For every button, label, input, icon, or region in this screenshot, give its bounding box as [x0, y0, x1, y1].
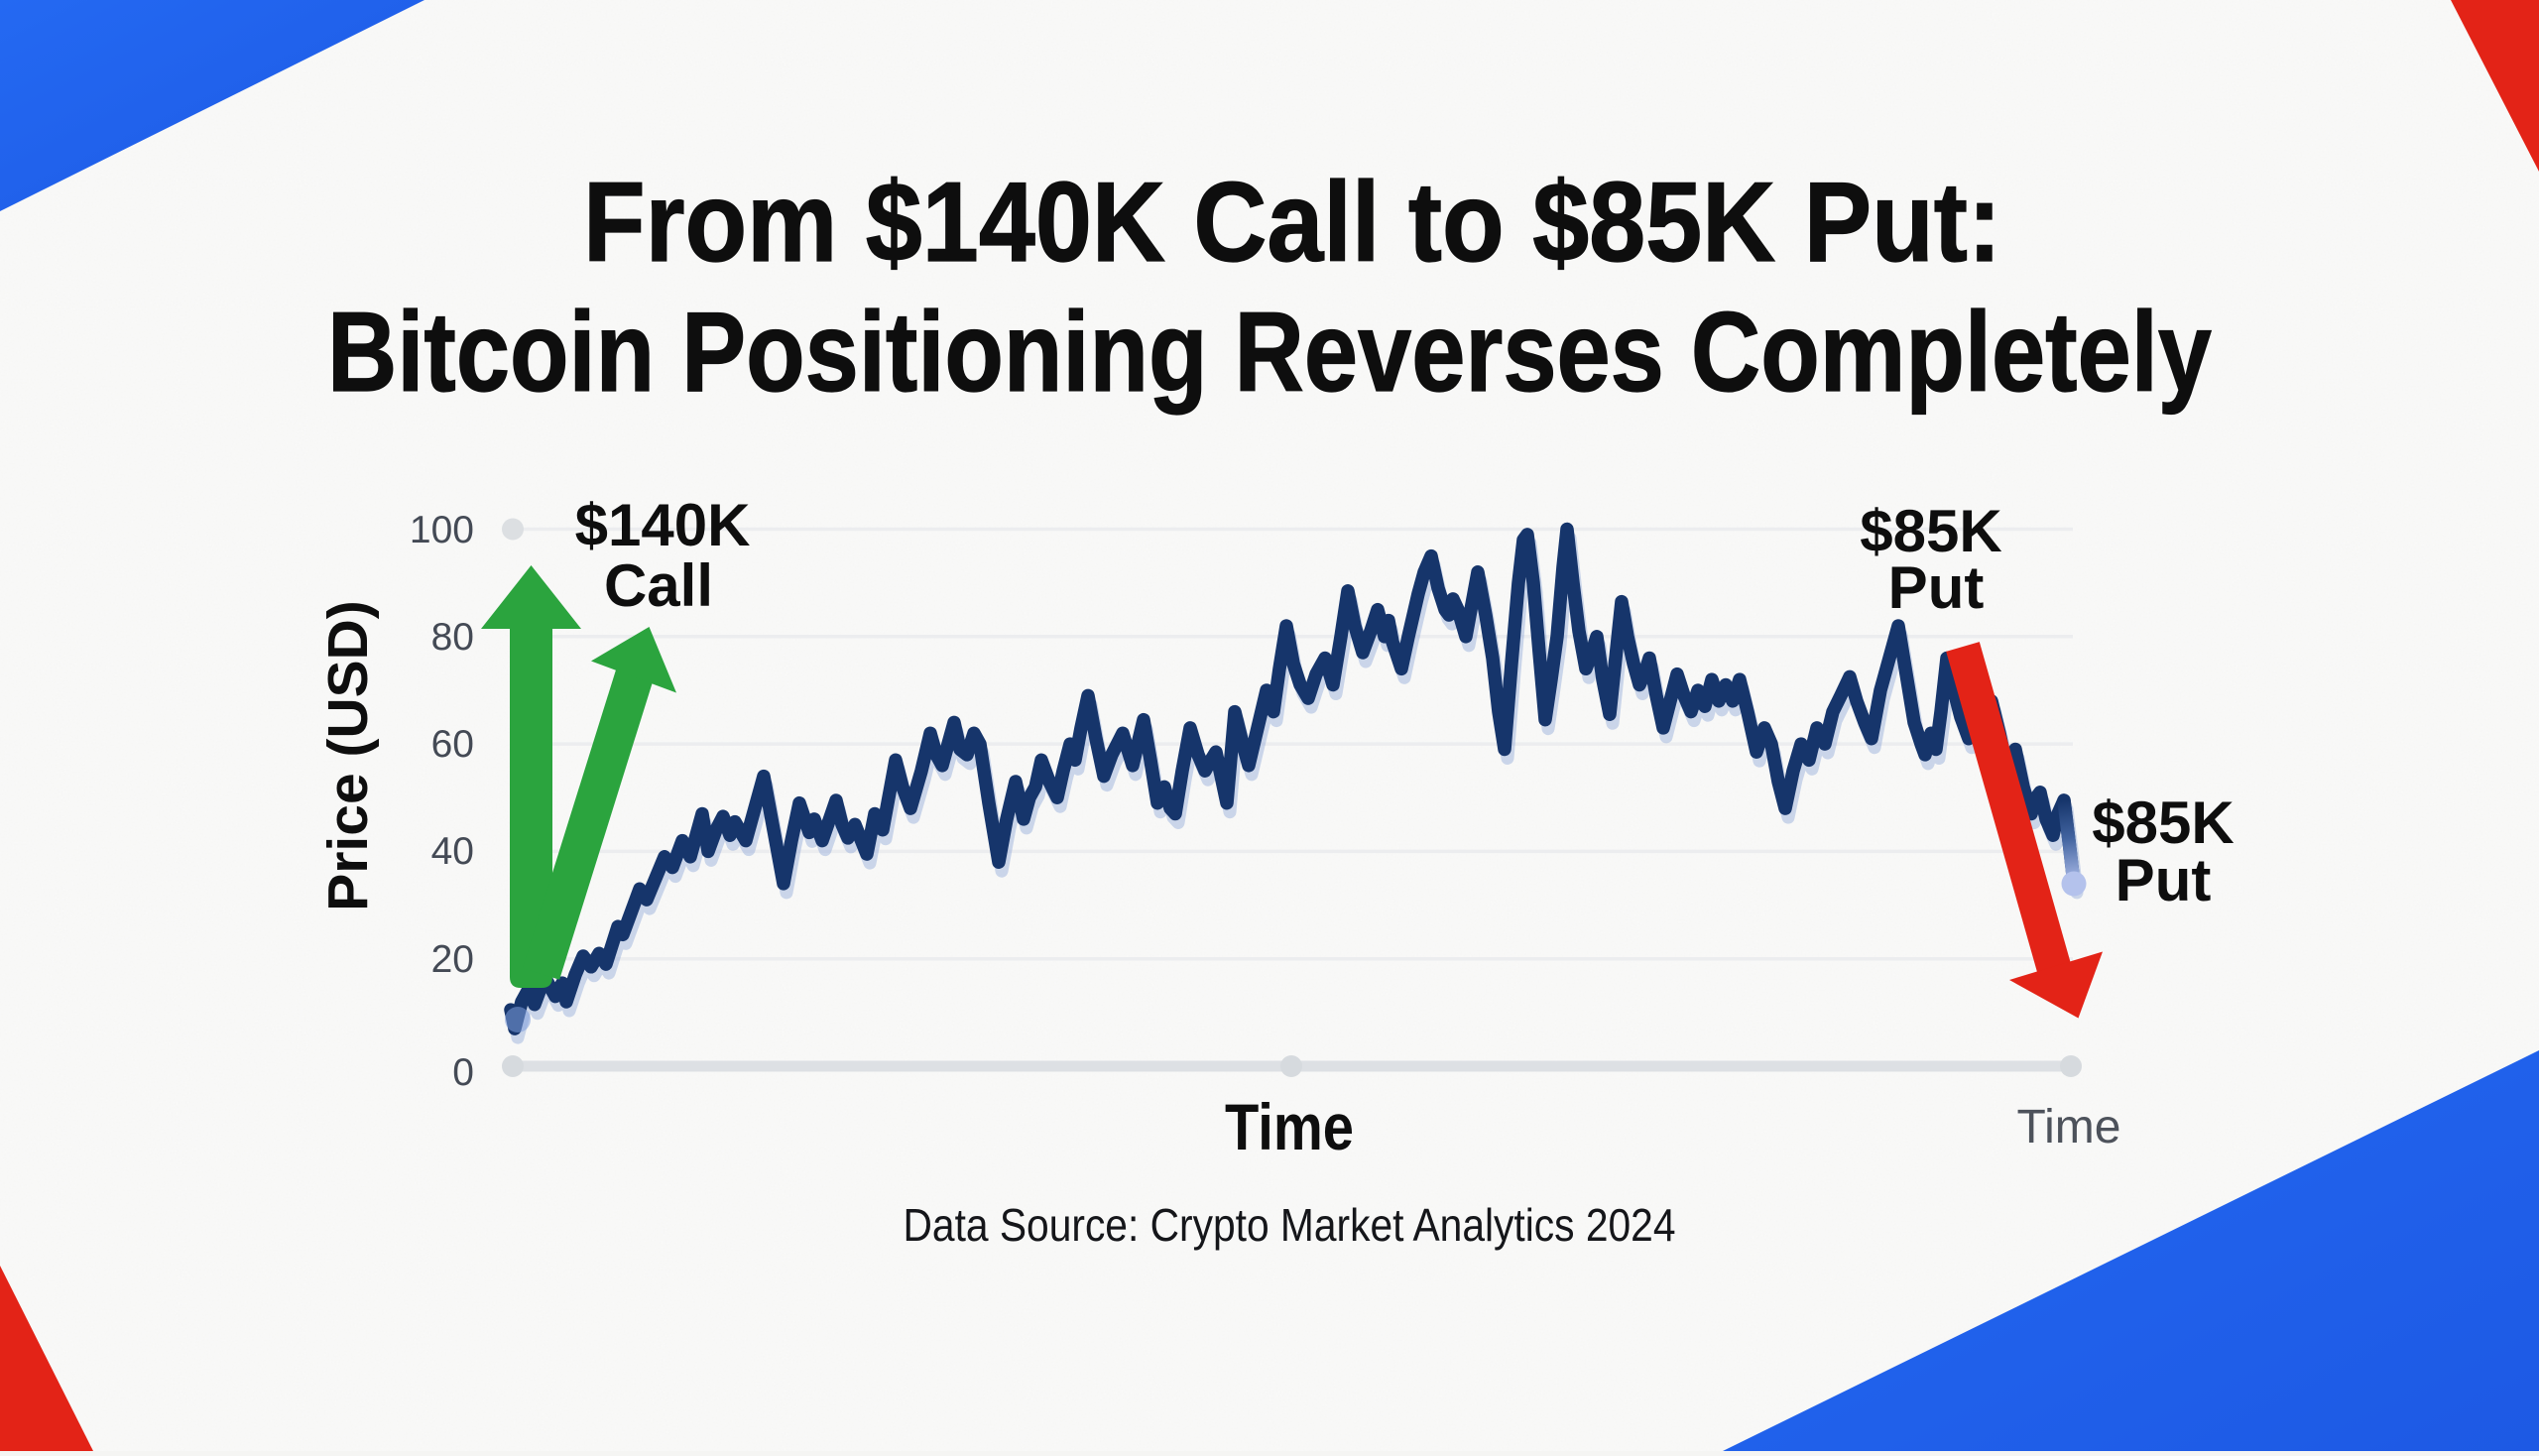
- svg-text:From $140K Call to $85K Put:: From $140K Call to $85K Put:: [583, 160, 2001, 286]
- svg-text:Call: Call: [604, 552, 713, 619]
- svg-text:Price (USD): Price (USD): [316, 600, 380, 911]
- svg-text:40: 40: [431, 830, 474, 873]
- svg-text:$85K: $85K: [1860, 498, 2001, 564]
- svg-text:Bitcoin Positioning Reverses C: Bitcoin Positioning Reverses Completely: [327, 290, 2212, 416]
- svg-text:Time: Time: [2017, 1101, 2121, 1153]
- svg-text:100: 100: [410, 509, 474, 551]
- svg-text:$140K: $140K: [575, 492, 751, 558]
- svg-text:0: 0: [452, 1051, 474, 1094]
- svg-text:Time: Time: [1225, 1090, 1354, 1163]
- svg-text:Put: Put: [1888, 554, 1985, 621]
- svg-text:Data Source: Crypto Market Ana: Data Source: Crypto Market Analytics 202…: [904, 1199, 1676, 1251]
- svg-text:$85K: $85K: [2092, 789, 2234, 856]
- svg-text:Put: Put: [2116, 847, 2212, 913]
- svg-text:80: 80: [431, 616, 474, 659]
- svg-text:60: 60: [431, 723, 474, 766]
- svg-text:20: 20: [431, 938, 474, 981]
